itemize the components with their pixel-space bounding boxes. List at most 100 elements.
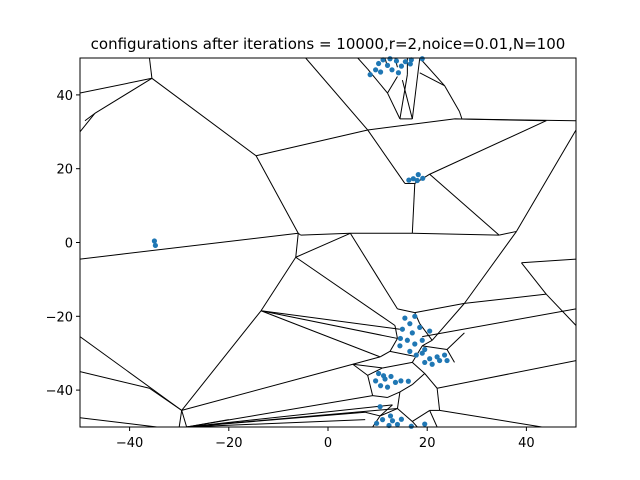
voronoi-edge-18 [411, 183, 416, 234]
scatter-point-16 [407, 61, 413, 67]
voronoi-edge-94 [367, 375, 374, 396]
voronoi-edge-104 [429, 410, 438, 427]
y-tick-label-4: 40 [56, 89, 73, 104]
voronoi-edge-24 [305, 58, 369, 131]
scatter-point-14 [398, 63, 405, 69]
voronoi-edge-57 [521, 262, 547, 295]
x-tick-label-0: −40 [116, 436, 143, 451]
voronoi-edge-100 [379, 408, 398, 417]
scatter-point-4 [420, 175, 426, 181]
y-tick-label-3: 20 [56, 163, 73, 178]
voronoi-edge-43 [181, 310, 262, 411]
voronoi-edge-71 [186, 411, 366, 427]
y-tick-label-0: −40 [46, 384, 73, 399]
voronoi-edge-26 [387, 92, 401, 120]
voronoi-edge-97 [396, 391, 401, 409]
voronoi-edge-106 [365, 411, 381, 417]
scatter-point-61 [398, 416, 405, 422]
voronoi-edge-91 [399, 384, 413, 393]
scatter-point-52 [398, 378, 404, 384]
voronoi-edge-64 [379, 350, 391, 358]
voronoi-edge-107 [389, 350, 418, 358]
voronoi-edge-69 [186, 404, 393, 427]
voronoi-edge-55 [545, 293, 576, 326]
voronoi-edge-67 [181, 410, 188, 427]
scatter-point-44 [422, 346, 428, 353]
y-tick-label-2: 0 [65, 237, 73, 252]
voronoi-edge-7 [80, 232, 299, 260]
scatter-point-7 [367, 72, 373, 78]
voronoi-edge-31 [401, 80, 413, 120]
voronoi-edge-8 [255, 129, 368, 157]
scatter-point-56 [374, 420, 380, 426]
x-tick-label-2: 0 [324, 436, 332, 451]
voronoi-edge-9 [367, 118, 455, 131]
scatter-point-43 [437, 357, 443, 364]
scatter-point-64 [422, 421, 428, 427]
voronoi-edge-28 [411, 58, 421, 119]
voronoi-edge-41 [295, 233, 299, 258]
scatter-point-6 [406, 177, 412, 183]
scatter-point-5 [414, 177, 420, 184]
voronoi-edge-66 [181, 363, 353, 411]
scatter-point-23 [407, 321, 413, 327]
voronoi-edge-54 [464, 293, 547, 304]
x-tick-label-4: 40 [518, 436, 535, 451]
voronoi-edge-3 [80, 77, 153, 94]
voronoi-edge-63 [260, 310, 381, 358]
scatter-point-18 [387, 56, 393, 62]
scatter-point-31 [412, 341, 418, 347]
scatter-point-57 [379, 417, 386, 423]
scatter-point-0 [151, 238, 157, 244]
scatter-point-33 [397, 343, 403, 349]
voronoi-edge-84 [431, 303, 465, 341]
scatter-point-51 [373, 378, 379, 384]
scatter-point-37 [427, 356, 433, 362]
voronoi-edges [80, 58, 576, 427]
voronoi-edge-0 [80, 113, 96, 133]
voronoi-edge-59 [260, 310, 400, 330]
scatter-point-59 [389, 418, 396, 424]
scatter-point-19 [395, 70, 402, 76]
voronoi-edge-81 [422, 308, 576, 338]
scatter-point-8 [373, 67, 379, 73]
scatter-point-60 [394, 421, 401, 428]
voronoi-edge-99 [411, 421, 418, 427]
scatter-point-13 [393, 58, 400, 64]
scatter-point-32 [397, 335, 404, 342]
voronoi-edge-38 [387, 76, 398, 94]
voronoi-edge-92 [387, 391, 401, 398]
voronoi-edge-78 [436, 388, 441, 411]
voronoi-edge-77 [424, 373, 438, 389]
voronoi-edge-2 [94, 77, 153, 114]
voronoi-edge-32 [419, 58, 445, 87]
x-tick-label-1: −20 [215, 436, 242, 451]
voronoi-edge-21 [429, 120, 547, 175]
scatter-point-35 [413, 352, 419, 358]
scatter-point-20 [408, 57, 414, 63]
voronoi-edge-56 [521, 258, 576, 264]
voronoi-edge-35 [458, 111, 463, 120]
scatter-point-45 [375, 370, 382, 377]
scatter-point-63 [408, 423, 414, 429]
scatter-point-34 [407, 348, 413, 354]
voronoi-edge-13 [300, 232, 351, 236]
voronoi-edge-6 [255, 155, 299, 234]
scatter-point-22 [402, 315, 408, 321]
voronoi-edge-11 [454, 118, 547, 122]
scatter-point-53 [405, 378, 411, 384]
voronoi-edge-34 [419, 72, 445, 87]
voronoi-edge-16 [499, 230, 517, 236]
voronoi-edge-29 [399, 74, 408, 119]
voronoi-edge-4 [148, 58, 153, 79]
scatter-point-9 [375, 60, 382, 67]
voronoi-edge-74 [352, 363, 383, 369]
scatter-point-48 [388, 373, 394, 380]
scatter-point-12 [389, 67, 395, 73]
scatter-point-62 [387, 413, 394, 419]
voronoi-edge-33 [444, 85, 460, 112]
voronoi-edge-89 [446, 332, 465, 350]
voronoi-edge-20 [429, 173, 500, 236]
